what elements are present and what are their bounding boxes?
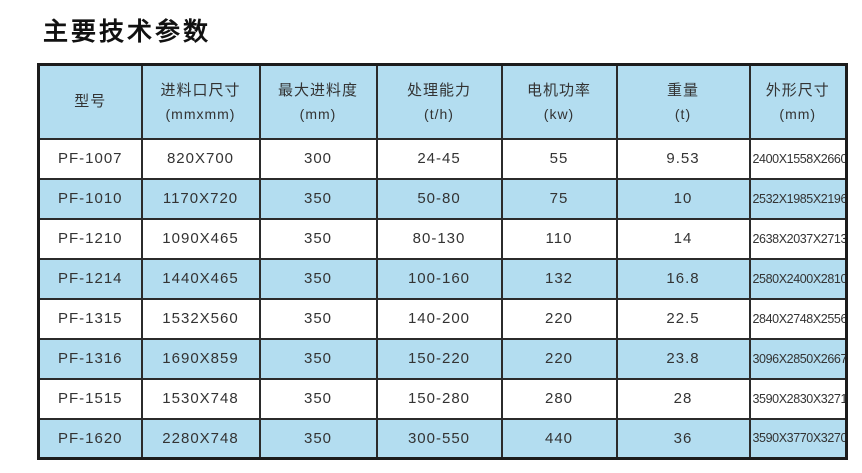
cell-weight: 10 bbox=[615, 177, 751, 220]
cell-model: PF-1210 bbox=[37, 217, 143, 260]
cell-power: 75 bbox=[500, 177, 618, 220]
cell-capacity: 80-130 bbox=[375, 217, 503, 260]
table-row: PF-1620 2280X748 350 300-550 440 36 3590… bbox=[37, 417, 848, 460]
column-unit: (mm) bbox=[299, 105, 337, 122]
cell-model: PF-1315 bbox=[37, 297, 143, 340]
cell-power: 220 bbox=[500, 297, 618, 340]
cell-dimensions: 3590X3770X3270 bbox=[748, 417, 848, 460]
column-unit: (mm) bbox=[779, 105, 817, 122]
cell-dimensions: 2580X2400X2810 bbox=[748, 257, 848, 300]
cell-feed-opening: 1532X560 bbox=[140, 297, 261, 340]
column-header-weight: 重量 (t) bbox=[615, 63, 751, 140]
cell-feed-opening: 2280X748 bbox=[140, 417, 261, 460]
cell-max-feed: 350 bbox=[258, 297, 378, 340]
cell-capacity: 300-550 bbox=[375, 417, 503, 460]
cell-feed-opening: 1170X720 bbox=[140, 177, 261, 220]
cell-weight: 16.8 bbox=[615, 257, 751, 300]
cell-capacity: 24-45 bbox=[375, 137, 503, 180]
column-header-model: 型号 bbox=[37, 63, 143, 140]
column-label: 处理能力 bbox=[406, 81, 471, 99]
column-label: 电机功率 bbox=[526, 81, 591, 99]
cell-power: 110 bbox=[500, 217, 618, 260]
cell-dimensions: 2400X1558X2660 bbox=[748, 137, 848, 180]
cell-max-feed: 350 bbox=[258, 417, 378, 460]
cell-weight: 23.8 bbox=[615, 337, 751, 380]
cell-model: PF-1620 bbox=[37, 417, 143, 460]
cell-max-feed: 350 bbox=[258, 377, 378, 420]
table-row: PF-1315 1532X560 350 140-200 220 22.5 28… bbox=[37, 297, 848, 340]
table-row: PF-1010 1170X720 350 50-80 75 10 2532X19… bbox=[37, 177, 848, 220]
cell-model: PF-1316 bbox=[37, 337, 143, 380]
column-header-feed-opening-size: 进料口尺寸 (mmxmm) bbox=[140, 63, 261, 140]
cell-feed-opening: 1440X465 bbox=[140, 257, 261, 300]
cell-model: PF-1010 bbox=[37, 177, 143, 220]
specs-table: 型号 进料口尺寸 (mmxmm) 最大进料度 (mm) 处理能力 (t/h) 电… bbox=[37, 63, 848, 460]
cell-capacity: 50-80 bbox=[375, 177, 503, 220]
cell-max-feed: 300 bbox=[258, 137, 378, 180]
cell-feed-opening: 820X700 bbox=[140, 137, 261, 180]
cell-feed-opening: 1530X748 bbox=[140, 377, 261, 420]
table-row: PF-1316 1690X859 350 150-220 220 23.8 30… bbox=[37, 337, 848, 380]
cell-power: 220 bbox=[500, 337, 618, 380]
cell-dimensions: 2638X2037X2713 bbox=[748, 217, 848, 260]
column-label: 外形尺寸 bbox=[765, 81, 830, 99]
cell-capacity: 150-280 bbox=[375, 377, 503, 420]
column-unit: (t) bbox=[674, 105, 692, 122]
cell-weight: 14 bbox=[615, 217, 751, 260]
column-header-motor-power: 电机功率 (kw) bbox=[500, 63, 618, 140]
cell-capacity: 150-220 bbox=[375, 337, 503, 380]
column-label: 最大进料度 bbox=[277, 81, 358, 99]
header-row: 型号 进料口尺寸 (mmxmm) 最大进料度 (mm) 处理能力 (t/h) 电… bbox=[37, 63, 848, 140]
cell-feed-opening: 1690X859 bbox=[140, 337, 261, 380]
cell-weight: 36 bbox=[615, 417, 751, 460]
cell-weight: 22.5 bbox=[615, 297, 751, 340]
cell-capacity: 100-160 bbox=[375, 257, 503, 300]
cell-dimensions: 3590X2830X3271 bbox=[748, 377, 848, 420]
column-label: 重量 bbox=[666, 81, 699, 99]
cell-dimensions: 3096X2850X2667 bbox=[748, 337, 848, 380]
cell-weight: 9.53 bbox=[615, 137, 751, 180]
cell-max-feed: 350 bbox=[258, 337, 378, 380]
cell-feed-opening: 1090X465 bbox=[140, 217, 261, 260]
cell-capacity: 140-200 bbox=[375, 297, 503, 340]
column-unit: (kw) bbox=[543, 105, 575, 122]
column-unit: (mmxmm) bbox=[165, 105, 236, 122]
column-header-max-feed-size: 最大进料度 (mm) bbox=[258, 63, 378, 140]
cell-model: PF-1515 bbox=[37, 377, 143, 420]
column-unit: (t/h) bbox=[424, 105, 454, 122]
cell-power: 440 bbox=[500, 417, 618, 460]
table-row: PF-1515 1530X748 350 150-280 280 28 3590… bbox=[37, 377, 848, 420]
table-row: PF-1007 820X700 300 24-45 55 9.53 2400X1… bbox=[37, 137, 848, 180]
table-row: PF-1214 1440X465 350 100-160 132 16.8 25… bbox=[37, 257, 848, 300]
cell-model: PF-1214 bbox=[37, 257, 143, 300]
cell-power: 280 bbox=[500, 377, 618, 420]
cell-max-feed: 350 bbox=[258, 217, 378, 260]
cell-weight: 28 bbox=[615, 377, 751, 420]
column-header-capacity: 处理能力 (t/h) bbox=[375, 63, 503, 140]
column-label: 型号 bbox=[74, 93, 107, 111]
cell-model: PF-1007 bbox=[37, 137, 143, 180]
page-title: 主要技术参数 bbox=[43, 18, 212, 46]
table-row: PF-1210 1090X465 350 80-130 110 14 2638X… bbox=[37, 217, 848, 260]
cell-dimensions: 2532X1985X2196 bbox=[748, 177, 848, 220]
column-label: 进料口尺寸 bbox=[160, 81, 241, 99]
cell-power: 55 bbox=[500, 137, 618, 180]
cell-power: 132 bbox=[500, 257, 618, 300]
cell-max-feed: 350 bbox=[258, 257, 378, 300]
column-header-overall-dimensions: 外形尺寸 (mm) bbox=[748, 63, 848, 140]
cell-max-feed: 350 bbox=[258, 177, 378, 220]
cell-dimensions: 2840X2748X2556 bbox=[748, 297, 848, 340]
